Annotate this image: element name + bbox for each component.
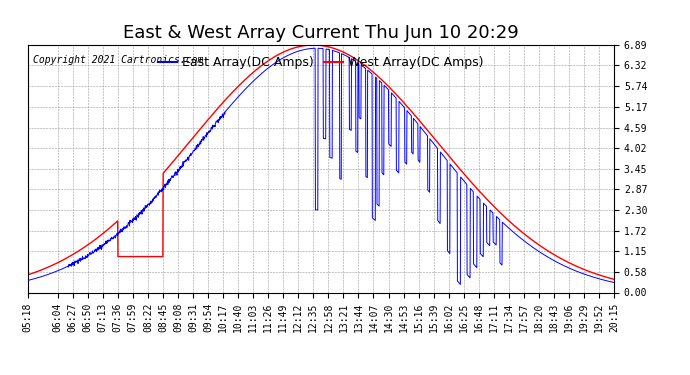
Title: East & West Array Current Thu Jun 10 20:29: East & West Array Current Thu Jun 10 20:…	[123, 24, 519, 42]
Legend: East Array(DC Amps), West Array(DC Amps): East Array(DC Amps), West Array(DC Amps)	[153, 51, 489, 74]
Text: Copyright 2021 Cartronics.com: Copyright 2021 Cartronics.com	[34, 55, 204, 65]
